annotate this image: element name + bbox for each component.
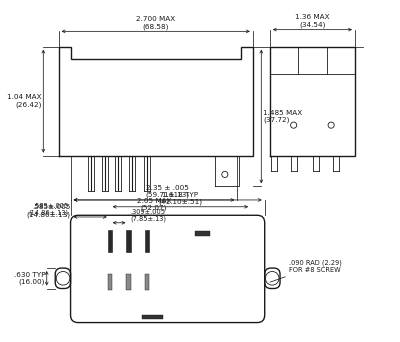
Bar xyxy=(108,230,112,252)
Text: .090 RAD (2.29)
FOR #8 SCREW: .090 RAD (2.29) FOR #8 SCREW xyxy=(270,260,342,282)
Bar xyxy=(145,274,150,290)
Text: .585±.005
(14.86±.13): .585±.005 (14.86±.13) xyxy=(29,203,69,216)
Text: .309±.005
(7.85±.13): .309±.005 (7.85±.13) xyxy=(130,209,166,222)
Text: 1.618 TYP
(41.10±.51): 1.618 TYP (41.10±.51) xyxy=(158,192,202,206)
Text: 1.485 MAX
(37.72): 1.485 MAX (37.72) xyxy=(263,110,302,123)
Text: .630 TYP
(16.00): .630 TYP (16.00) xyxy=(14,272,45,285)
Bar xyxy=(145,230,150,252)
Bar xyxy=(108,274,112,290)
Bar xyxy=(142,315,162,319)
Text: 2.35 ± .005
(59.71±.13): 2.35 ± .005 (59.71±.13) xyxy=(146,185,190,198)
Text: 2.05 MAX
(52.07): 2.05 MAX (52.07) xyxy=(137,198,171,211)
Text: .585±.005
(14.86±.13): .585±.005 (14.86±.13) xyxy=(26,204,70,218)
Text: 1.36 MAX
(34.54): 1.36 MAX (34.54) xyxy=(295,14,330,28)
Bar xyxy=(195,231,210,236)
Text: 2.700 MAX
(68.58): 2.700 MAX (68.58) xyxy=(136,16,175,30)
Text: 1.04 MAX
(26.42): 1.04 MAX (26.42) xyxy=(7,94,42,108)
Bar xyxy=(126,230,131,252)
Bar xyxy=(126,274,131,290)
